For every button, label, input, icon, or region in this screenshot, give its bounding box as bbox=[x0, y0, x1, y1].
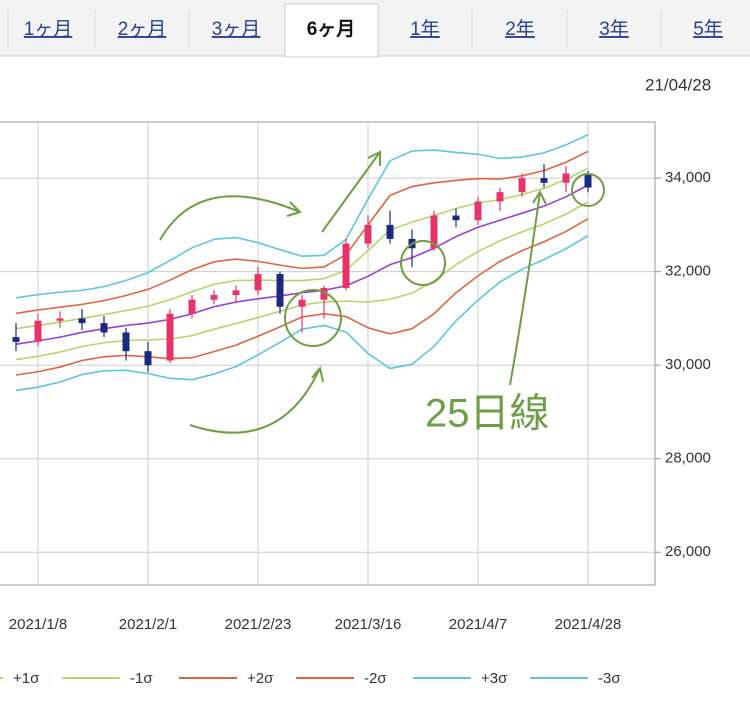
legend-label: +3σ bbox=[481, 670, 508, 687]
candle-body bbox=[12, 337, 20, 342]
candle-body bbox=[452, 215, 460, 221]
tab[interactable]: 3ヶ月 bbox=[212, 19, 261, 40]
candle-body bbox=[210, 295, 218, 300]
tab[interactable]: 2年 bbox=[505, 18, 535, 40]
candle-body bbox=[584, 173, 592, 188]
x-tick-label: 2021/2/23 bbox=[225, 616, 292, 633]
tab-selected-bg bbox=[284, 3, 379, 58]
annotation-circle bbox=[284, 289, 342, 347]
tab[interactable]: 1ヶ月 bbox=[24, 19, 73, 40]
date-label: 21/04/28 bbox=[645, 75, 711, 94]
annotations: 25日線 bbox=[159, 150, 605, 436]
legend-label: +1σ bbox=[13, 670, 40, 687]
tab[interactable]: 6ヶ月 bbox=[307, 19, 356, 40]
legend-label: -1σ bbox=[130, 670, 153, 687]
candle-body bbox=[298, 299, 306, 307]
legend-label: -3σ bbox=[598, 670, 621, 687]
annotation-circle bbox=[571, 173, 605, 207]
candle-body bbox=[166, 313, 174, 361]
candle-body bbox=[496, 192, 504, 202]
candle-body bbox=[78, 318, 86, 324]
annotation-arrow bbox=[159, 195, 302, 241]
x-tick-label: 2021/3/16 bbox=[335, 616, 402, 633]
x-tick-label: 2021/2/1 bbox=[119, 616, 177, 633]
candle-body bbox=[232, 290, 240, 296]
x-tick-label: 2021/1/8 bbox=[9, 616, 67, 633]
legend-label: -2σ bbox=[364, 670, 387, 687]
y-tick-label: 26,000 bbox=[665, 543, 711, 560]
tab[interactable]: 5年 bbox=[693, 18, 723, 40]
candle-body bbox=[34, 320, 42, 342]
candle-body bbox=[276, 273, 284, 307]
plot-frame bbox=[0, 121, 656, 586]
annotation-arrow bbox=[509, 189, 547, 386]
tab[interactable]: 1年 bbox=[410, 18, 440, 40]
annotation-arrow bbox=[189, 365, 324, 434]
candle-body bbox=[122, 332, 130, 352]
candle-body bbox=[342, 243, 350, 289]
candle-body bbox=[518, 178, 526, 193]
y-tick-label: 30,000 bbox=[665, 356, 711, 373]
plot-area: 26,000 28,000 30,000 32,000 34,000 2021/1/8 20… bbox=[0, 121, 711, 633]
x-tick-label: 2021/4/7 bbox=[449, 616, 507, 633]
candle-body bbox=[56, 318, 64, 321]
tab[interactable]: 2ヶ月 bbox=[118, 19, 167, 40]
candle-body bbox=[540, 178, 548, 183]
annotation-circle bbox=[400, 240, 446, 286]
candle-body bbox=[320, 288, 328, 300]
tab[interactable]: 3年 bbox=[599, 18, 629, 40]
candle-body bbox=[474, 201, 482, 221]
band-line bbox=[15, 133, 589, 299]
candle-body bbox=[386, 224, 394, 239]
candle-body bbox=[430, 215, 438, 249]
band-line bbox=[15, 167, 589, 330]
candle-body bbox=[144, 351, 152, 366]
y-tick-label: 32,000 bbox=[665, 263, 711, 280]
legend-label: +2σ bbox=[247, 670, 274, 687]
x-tick-label: 2021/4/28 bbox=[555, 616, 622, 633]
candle-body bbox=[254, 273, 262, 291]
y-tick-label: 28,000 bbox=[665, 450, 711, 467]
annotation-text: 25日線 bbox=[425, 392, 550, 436]
candle-body bbox=[364, 224, 372, 244]
annotation-arrow bbox=[321, 150, 381, 233]
candle-body bbox=[100, 323, 108, 333]
candle-body bbox=[562, 173, 570, 183]
y-tick-label: 34,000 bbox=[665, 169, 711, 186]
candle-body bbox=[188, 299, 196, 314]
band-line bbox=[15, 150, 589, 315]
